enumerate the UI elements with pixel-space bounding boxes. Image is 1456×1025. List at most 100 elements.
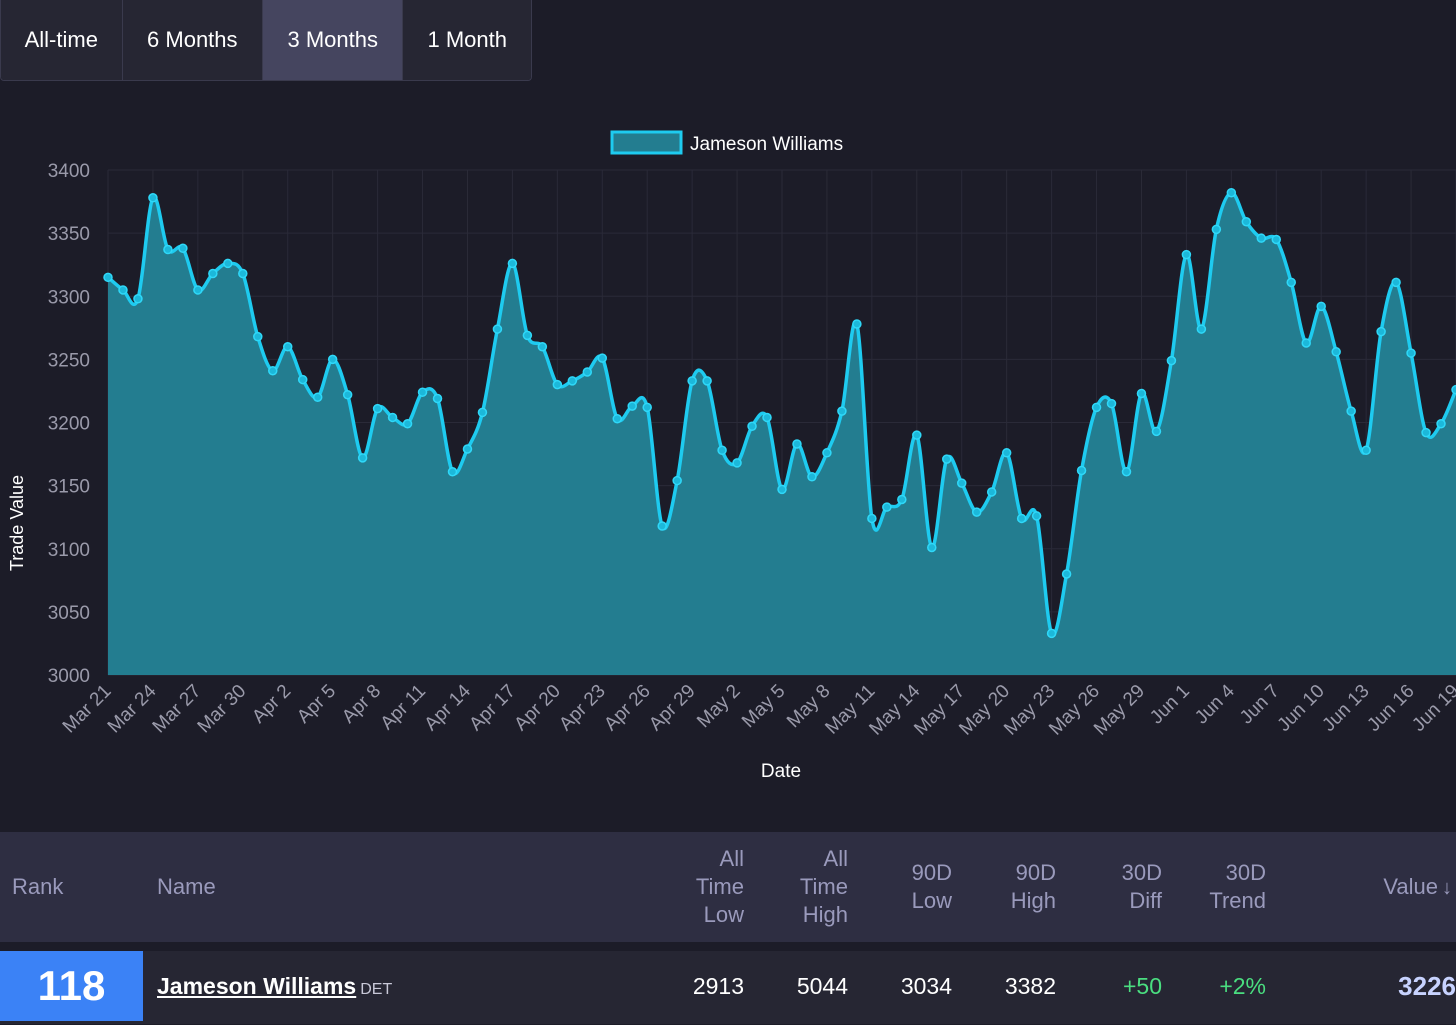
data-point[interactable] [1331,347,1341,357]
data-point[interactable] [867,513,877,524]
table-row[interactable]: 118 Jameson Williams DET 2913 5044 3034 3… [0,951,1456,1024]
data-point[interactable] [927,542,937,553]
data-point[interactable] [642,402,652,413]
data-point[interactable] [1031,511,1042,521]
data-point[interactable] [1421,427,1431,438]
data-point[interactable] [1301,338,1311,348]
data-point[interactable] [1271,234,1282,245]
data-point[interactable] [912,430,922,440]
header-value[interactable]: Value ↓ [1383,873,1452,902]
data-point[interactable] [1151,426,1162,437]
data-point[interactable] [1106,398,1117,409]
data-point[interactable] [1121,466,1132,477]
data-point[interactable] [522,330,533,341]
data-point[interactable] [822,448,832,458]
data-point[interactable] [118,285,128,295]
legend-swatch[interactable] [610,130,683,155]
player-name-link[interactable]: Jameson Williams [157,973,357,999]
data-point[interactable] [882,502,892,512]
data-point[interactable] [897,494,907,505]
data-point[interactable] [477,407,488,418]
data-point[interactable] [1166,355,1177,366]
header-rank[interactable]: Rank [12,874,64,899]
data-point[interactable] [1346,406,1356,416]
data-point[interactable] [582,367,593,377]
data-point[interactable] [762,412,772,423]
data-point[interactable] [732,458,742,468]
header-30d-diff[interactable]: 30D Diff [1122,859,1162,915]
tab-all-time[interactable]: All-time [1,0,123,80]
data-point[interactable] [597,353,608,363]
tab-1-month[interactable]: 1 Month [403,0,531,80]
data-point[interactable] [103,272,113,283]
header-90d-high[interactable]: 90D High [1011,859,1056,915]
data-point[interactable] [537,342,548,352]
data-point[interactable] [1046,628,1057,639]
data-point[interactable] [792,439,802,449]
header-all-time-high[interactable]: All Time High [800,845,848,929]
data-point[interactable] [1196,324,1207,334]
data-point[interactable] [1076,465,1087,476]
data-point[interactable] [1316,301,1326,312]
data-point[interactable] [1211,224,1222,235]
data-point[interactable] [807,472,817,482]
data-point[interactable] [327,354,338,365]
data-point[interactable] [223,258,233,269]
data-point[interactable] [253,331,263,342]
data-point[interactable] [672,475,682,486]
data-point[interactable] [747,421,757,432]
data-point[interactable] [687,376,697,386]
data-point[interactable] [1406,348,1416,358]
data-point[interactable] [297,374,308,385]
data-point[interactable] [193,285,203,295]
data-point[interactable] [238,268,248,279]
data-point[interactable] [208,268,218,279]
data-point[interactable] [178,243,188,254]
data-point[interactable] [1436,419,1446,429]
data-point[interactable] [133,294,143,304]
data-point[interactable] [567,376,578,386]
data-point[interactable] [1376,326,1386,337]
data-point[interactable] [312,392,323,402]
header-90d-low[interactable]: 90D Low [912,859,952,915]
data-point[interactable] [1391,277,1401,288]
data-point[interactable] [268,365,278,376]
data-point[interactable] [1016,513,1027,524]
data-point[interactable] [357,453,368,463]
data-point[interactable] [1061,569,1072,579]
sort-desc-icon[interactable]: ↓ [1442,877,1452,899]
data-point[interactable] [1451,384,1456,395]
data-point[interactable] [612,413,622,424]
data-point[interactable] [507,258,518,269]
tab-3-months[interactable]: 3 Months [263,0,404,80]
data-point[interactable] [1286,277,1296,288]
data-point[interactable] [402,419,413,429]
data-point[interactable] [552,379,563,390]
data-point[interactable] [837,406,847,416]
data-point[interactable] [282,342,293,352]
data-point[interactable] [342,389,353,400]
data-point[interactable] [387,412,398,423]
data-point[interactable] [1136,388,1147,399]
data-point[interactable] [432,393,443,404]
data-point[interactable] [971,507,982,517]
data-point[interactable] [852,319,862,329]
data-point[interactable] [1181,249,1192,260]
data-point[interactable] [702,376,712,386]
data-point[interactable] [717,445,727,456]
data-point[interactable] [1091,402,1102,413]
header-all-time-low[interactable]: All Time Low [696,845,744,929]
data-point[interactable] [163,244,173,255]
data-point[interactable] [627,401,637,411]
data-point[interactable] [417,387,428,397]
header-name[interactable]: Name [157,874,216,899]
data-point[interactable] [1001,448,1012,458]
data-point[interactable] [777,484,787,495]
data-point[interactable] [986,487,997,497]
data-point[interactable] [657,521,667,531]
data-point[interactable] [1361,445,1371,456]
data-point[interactable] [462,444,473,454]
data-point[interactable] [1256,233,1267,243]
data-point[interactable] [148,193,158,203]
data-point[interactable] [372,403,383,414]
